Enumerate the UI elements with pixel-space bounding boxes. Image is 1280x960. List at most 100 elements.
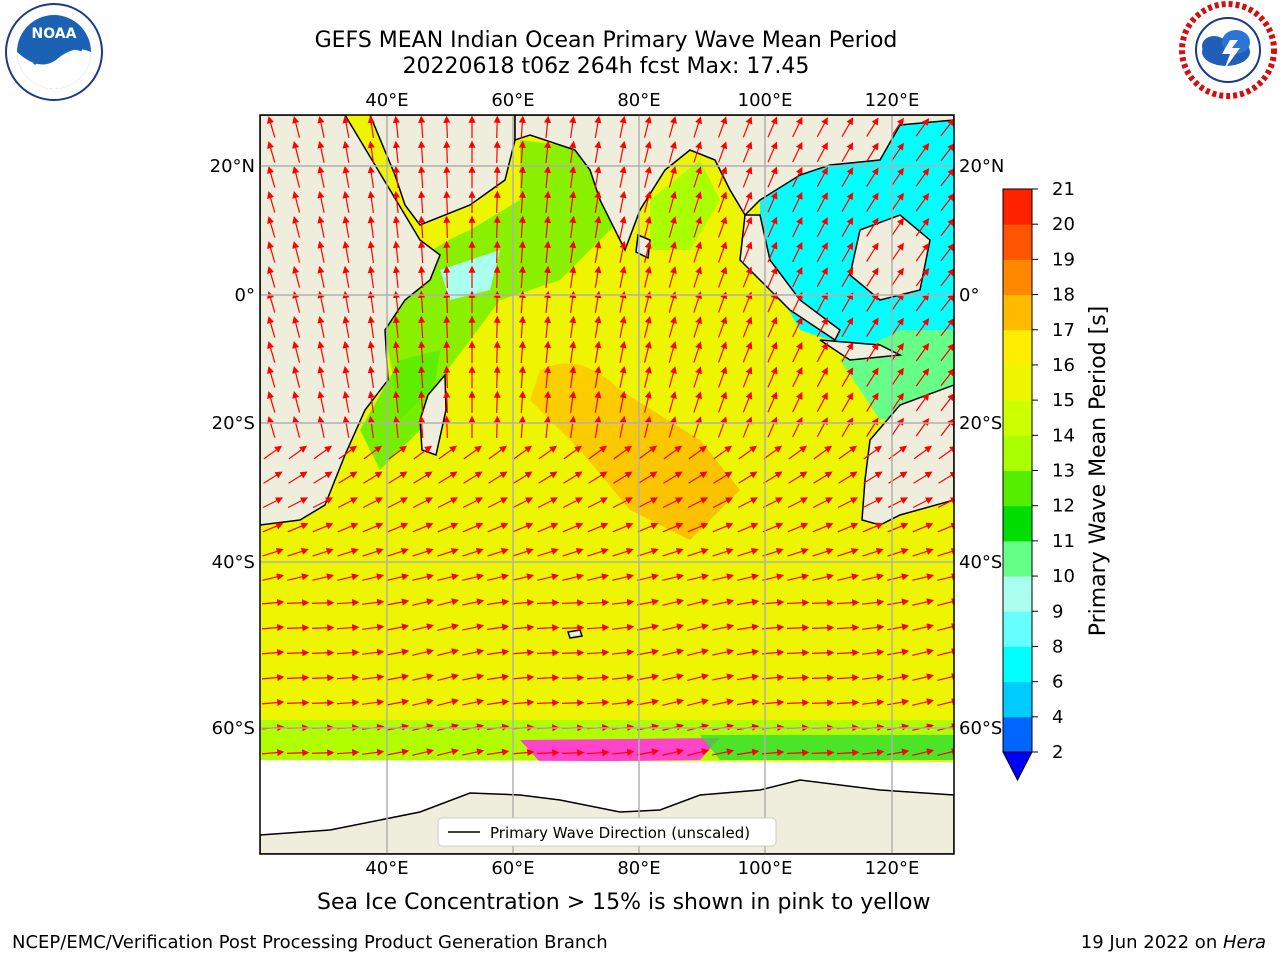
wave-arrow xyxy=(742,266,753,288)
wave-arrow xyxy=(792,191,803,213)
wave-arrow xyxy=(712,673,735,681)
wave-arrow xyxy=(662,673,685,681)
wave-arrow xyxy=(836,699,860,707)
wave-arrow xyxy=(443,290,451,314)
wave-arrow xyxy=(493,290,501,314)
wave-arrow xyxy=(687,598,710,606)
wave-arrow xyxy=(367,415,375,438)
wave-arrow xyxy=(511,748,535,757)
map-legend: Primary Wave Direction (unscaled) xyxy=(437,817,777,847)
wave-arrow xyxy=(718,416,728,438)
wave-arrow xyxy=(668,391,677,413)
wave-arrow xyxy=(663,471,683,484)
wave-arrow xyxy=(718,166,728,188)
wave-arrow xyxy=(937,522,954,533)
wave-arrow xyxy=(837,547,859,557)
wave-arrow xyxy=(267,316,276,338)
wave-arrow xyxy=(387,648,410,656)
nws-logo xyxy=(1179,1,1277,99)
wave-arrow xyxy=(538,471,558,484)
wave-arrow xyxy=(718,366,728,388)
wave-arrow xyxy=(262,573,285,581)
wave-arrow xyxy=(767,316,778,338)
wave-arrow xyxy=(437,598,460,606)
wave-arrow xyxy=(286,749,310,757)
wave-arrow xyxy=(836,749,860,757)
wave-arrow xyxy=(317,415,325,438)
wave-arrow xyxy=(662,573,685,581)
wave-arrow xyxy=(887,648,910,656)
wave-arrow xyxy=(317,390,325,413)
wave-arrow xyxy=(362,623,385,631)
wave-arrow xyxy=(742,216,753,238)
wave-arrow xyxy=(712,573,735,581)
wave-arrow xyxy=(866,167,879,187)
wave-arrow xyxy=(787,547,809,557)
wave-arrow xyxy=(569,165,577,188)
wave-arrow xyxy=(787,573,810,581)
wave-arrow xyxy=(263,445,283,460)
colorbar-swatch xyxy=(1003,294,1032,331)
wave-arrow xyxy=(890,167,904,187)
wave-arrow xyxy=(462,598,485,606)
wave-arrow xyxy=(313,471,333,484)
wave-arrow xyxy=(287,573,310,581)
colorbar-swatch xyxy=(1003,259,1032,296)
wave-arrow xyxy=(292,115,301,138)
lon-label: 60°E xyxy=(491,858,534,879)
wave-arrow xyxy=(841,342,854,362)
wave-arrow xyxy=(841,417,854,437)
wave-arrow xyxy=(841,292,854,312)
lon-label: 80°E xyxy=(617,858,660,879)
wave-arrow xyxy=(816,142,828,163)
wave-arrow xyxy=(866,342,879,362)
wave-arrow xyxy=(569,240,577,263)
wave-arrow xyxy=(563,471,583,484)
wave-arrow xyxy=(336,749,360,757)
wave-arrow xyxy=(412,497,434,509)
wave-arrow xyxy=(569,390,577,413)
wave-arrow xyxy=(342,190,350,213)
wave-arrow xyxy=(342,265,350,288)
colorbar-swatch xyxy=(1003,716,1032,753)
wave-arrow xyxy=(418,315,426,339)
wave-arrow xyxy=(862,623,885,631)
wave-arrow xyxy=(267,241,276,263)
wave-arrow xyxy=(792,116,803,138)
wave-arrow xyxy=(737,573,760,581)
wave-arrow xyxy=(644,315,652,338)
wave-arrow xyxy=(543,390,552,413)
lon-labels-bottom: 40°E 60°E 80°E 100°E 120°E xyxy=(365,858,919,879)
wave-arrow xyxy=(412,748,435,756)
wave-arrow xyxy=(342,365,350,388)
wave-arrow xyxy=(816,367,828,388)
wave-arrow xyxy=(587,573,610,581)
wave-arrow xyxy=(890,142,904,162)
wave-arrow xyxy=(594,390,602,414)
wave-arrow xyxy=(811,749,835,757)
lat-label: 60°S xyxy=(212,718,255,739)
wave-arrow xyxy=(816,267,828,288)
wave-arrow xyxy=(890,342,904,362)
wave-arrow xyxy=(337,573,360,581)
wave-arrow xyxy=(737,547,759,557)
wave-arrow xyxy=(587,547,609,557)
wave-arrow xyxy=(488,445,508,460)
wave-arrow xyxy=(619,140,627,163)
wave-arrow xyxy=(940,393,954,412)
wave-arrow xyxy=(392,140,401,163)
colorbar-swatch xyxy=(1003,224,1032,260)
wave-arrow xyxy=(337,497,359,509)
colorbar-tick-label: 15 xyxy=(1052,390,1075,411)
wave-arrow xyxy=(915,292,930,312)
wave-arrow xyxy=(536,624,560,632)
wave-arrow xyxy=(737,648,760,656)
wave-arrow xyxy=(287,522,309,533)
wave-arrow xyxy=(462,623,485,631)
wave-arrow xyxy=(287,497,309,509)
sea-ice-caption: Sea Ice Concentration > 15% is shown in … xyxy=(317,890,931,915)
lat-labels-left: 20°N 0° 20°S 40°S 60°S xyxy=(210,156,255,739)
wave-arrow xyxy=(437,673,460,681)
wave-arrow xyxy=(619,215,627,238)
wave-arrow xyxy=(367,340,375,363)
